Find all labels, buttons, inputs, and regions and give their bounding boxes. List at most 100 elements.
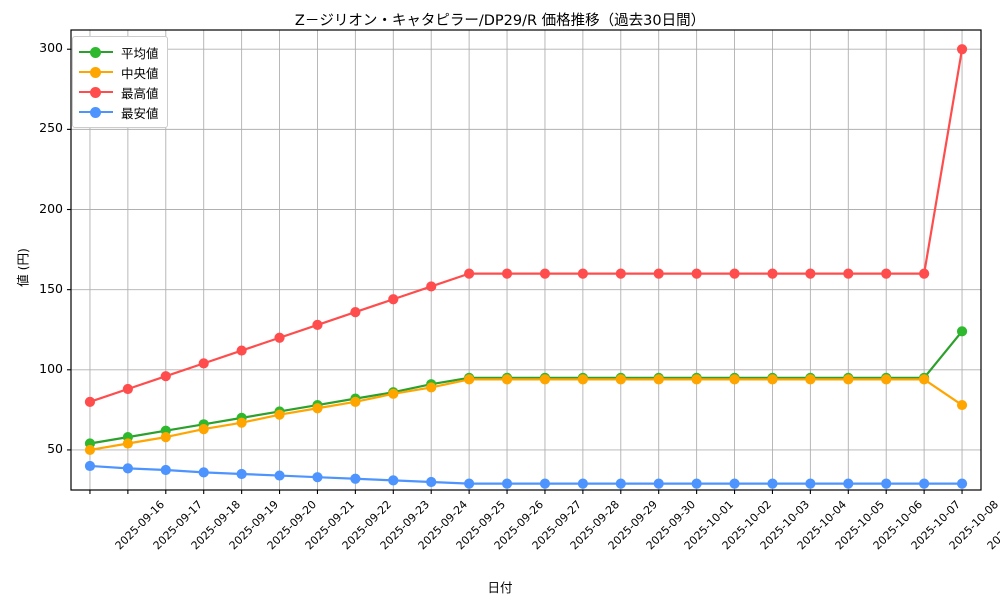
data-point	[84, 444, 96, 456]
legend-item-2[interactable]: 中央値	[79, 62, 159, 82]
data-point	[388, 475, 399, 486]
y-tick-label: 250	[39, 120, 63, 136]
data-point	[805, 268, 816, 279]
y-tick-label: 150	[39, 280, 63, 296]
data-point	[236, 468, 247, 480]
data-point	[653, 268, 664, 279]
data-point	[274, 409, 285, 420]
series-line	[88, 464, 964, 485]
data-point	[236, 417, 247, 428]
data-point	[653, 478, 664, 489]
data-point	[615, 374, 626, 385]
data-point	[881, 374, 892, 385]
data-point	[350, 473, 361, 484]
data-point	[615, 268, 626, 279]
data-point	[729, 478, 740, 489]
data-point	[160, 464, 171, 476]
data-point	[577, 374, 588, 385]
data-point	[919, 374, 930, 385]
data-point	[122, 438, 133, 449]
data-point	[843, 478, 854, 489]
data-point	[198, 467, 209, 478]
data-point	[501, 268, 513, 279]
data-point	[881, 478, 892, 489]
data-point	[312, 319, 323, 331]
legend-marker-icon	[79, 85, 113, 99]
data-point	[577, 478, 588, 489]
data-point	[729, 374, 740, 385]
data-point	[312, 403, 323, 414]
data-point	[198, 423, 209, 435]
data-point	[122, 463, 133, 474]
legend-marker-icon	[79, 45, 113, 59]
data-point	[805, 374, 816, 385]
data-point	[160, 432, 171, 443]
legend-label: 最安値	[121, 105, 159, 121]
data-point	[956, 326, 968, 337]
data-point	[919, 268, 930, 279]
series-4	[84, 460, 968, 489]
data-point	[388, 294, 399, 305]
y-tick-label: 50	[47, 440, 63, 456]
chart-legend: 平均値 中央値最高値最安値	[72, 36, 168, 128]
data-point	[577, 268, 588, 279]
data-point	[426, 281, 437, 292]
data-point	[464, 268, 475, 279]
data-point	[274, 332, 285, 343]
chart-title: Z－ジリオン・キャタピラー/DP29/R 価格推移（過去30日間）	[294, 13, 706, 29]
data-point	[767, 268, 778, 279]
data-point	[501, 478, 513, 489]
data-point	[539, 374, 551, 385]
data-point	[843, 374, 854, 385]
axis-ticks	[67, 48, 963, 494]
data-point	[274, 470, 285, 481]
data-point	[691, 478, 702, 489]
legend-item-3[interactable]: 最高値	[79, 82, 159, 102]
data-point	[767, 374, 778, 385]
series-2	[84, 374, 968, 456]
series-line	[88, 378, 964, 452]
y-tick-label: 100	[39, 360, 63, 376]
data-point	[539, 268, 551, 279]
data-point	[919, 478, 930, 489]
y-axis-label: 値 (円)	[15, 248, 31, 287]
series-line	[88, 330, 964, 445]
data-point	[615, 478, 626, 489]
data-point	[729, 268, 740, 279]
legend-label: 最高値	[121, 85, 159, 101]
legend-item-4[interactable]: 最安値	[79, 102, 159, 122]
data-point	[464, 374, 475, 385]
legend-label: 平均値	[121, 45, 159, 61]
data-point	[956, 478, 968, 489]
data-point	[691, 374, 702, 385]
data-point	[881, 268, 892, 279]
data-point	[805, 478, 816, 489]
data-point	[350, 306, 361, 318]
data-point	[350, 396, 361, 407]
data-point	[956, 44, 968, 55]
data-point	[843, 268, 854, 279]
data-point	[312, 472, 323, 483]
x-axis-label: 日付	[487, 580, 513, 595]
data-point	[501, 374, 513, 385]
data-point	[388, 388, 399, 399]
data-point	[464, 478, 475, 489]
legend-item-1[interactable]: 平均値	[79, 42, 159, 62]
data-point	[426, 476, 437, 488]
data-point	[539, 478, 551, 489]
data-point	[198, 358, 209, 369]
data-point	[691, 268, 702, 279]
data-point	[84, 460, 96, 472]
data-point	[122, 383, 133, 395]
data-point	[160, 371, 171, 382]
series-1	[84, 326, 968, 449]
data-point	[653, 374, 664, 385]
data-point	[956, 399, 968, 411]
data-point	[236, 345, 247, 356]
legend-marker-icon	[79, 105, 113, 119]
legend-marker-icon	[79, 65, 113, 79]
data-point	[426, 382, 437, 393]
data-point	[84, 396, 96, 407]
